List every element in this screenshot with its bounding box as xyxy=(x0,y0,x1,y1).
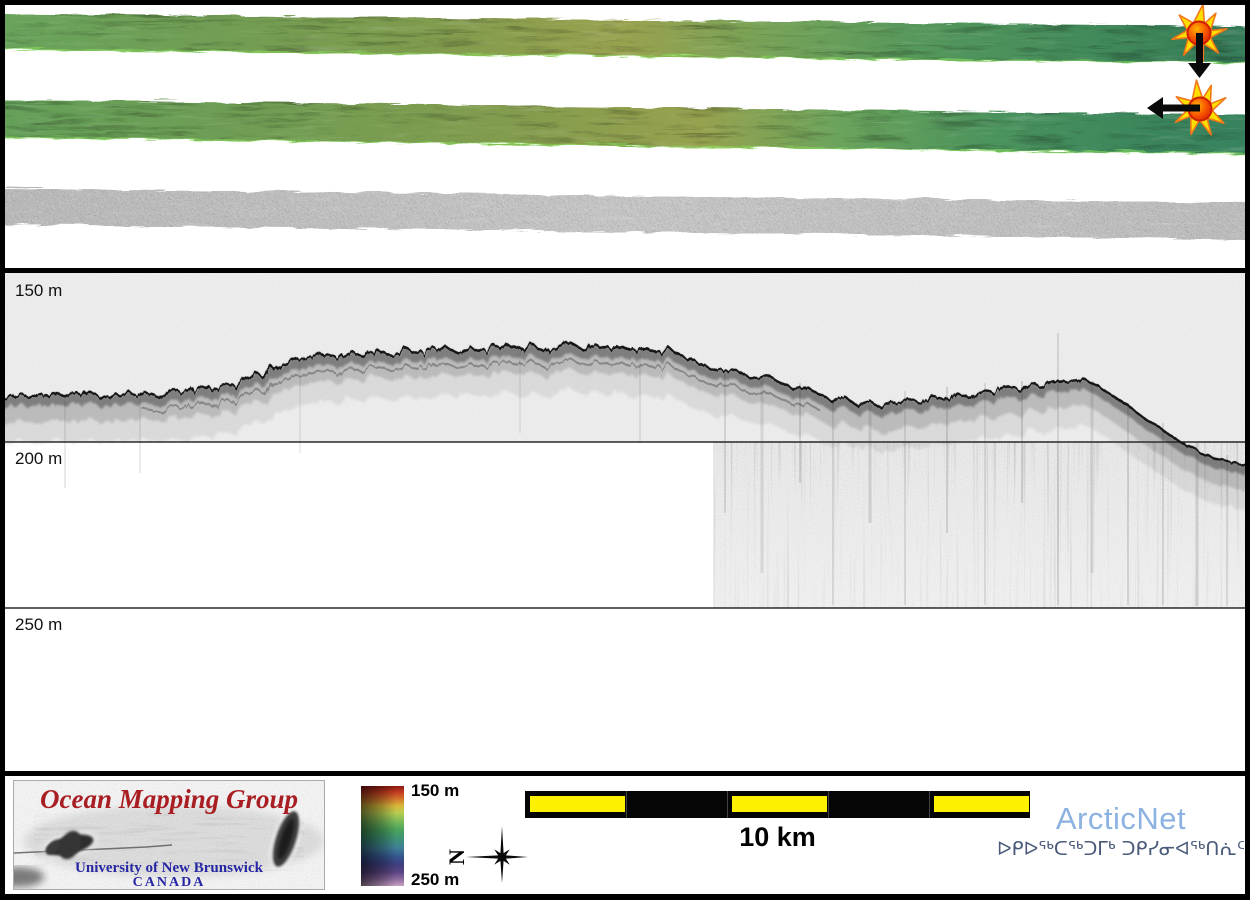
down-arrow-icon xyxy=(1188,33,1211,78)
omg-country: CANADA xyxy=(132,875,206,890)
depth-label-200m: 200 m xyxy=(15,449,63,468)
subbottom-profile xyxy=(5,273,1245,771)
scale-bar-label: 10 km xyxy=(739,822,816,852)
depth-colorbar xyxy=(361,786,404,886)
swath-canvas xyxy=(5,5,1245,238)
scale-bar-segment xyxy=(934,796,1029,812)
arcticnet-logo: ArcticNet ᐅᑭᐅᖅᑕᖅᑐᒥᒃ ᑐᑭᓯᓂᐊᖅᑎᕇᑦ xyxy=(990,802,1245,860)
colorbar-top-label: 150 m xyxy=(411,781,460,800)
shadow-shape xyxy=(14,867,44,887)
multibeam-swath-1 xyxy=(5,12,1245,63)
shot-marker-2 xyxy=(1147,75,1232,140)
depth-label-250m: 250 m xyxy=(15,615,63,634)
omg-logo: Ocean Mapping Group University of New Br… xyxy=(13,780,325,890)
seismic-panel: 150 m 200 m 250 m xyxy=(5,273,1245,771)
panel-divider xyxy=(0,268,1250,273)
wreck-shape-right xyxy=(271,809,301,869)
scale-bar-segment xyxy=(530,796,625,812)
panel-divider xyxy=(0,771,1250,776)
swath-panel xyxy=(5,5,1245,268)
omg-title: Ocean Mapping Group xyxy=(39,784,299,814)
scale-bar-segment xyxy=(732,796,827,812)
footer-panel: Ocean Mapping Group University of New Br… xyxy=(5,776,1245,894)
scale-bar xyxy=(525,791,1030,818)
multibeam-swath-2 xyxy=(5,98,1245,154)
seabed-subbottom-fuzz xyxy=(5,340,1245,509)
north-label: N xyxy=(443,849,469,865)
seabed-trace xyxy=(5,338,1245,465)
compass-star-icon xyxy=(466,826,528,883)
shot-marker-1 xyxy=(1168,5,1231,78)
left-arrow-icon xyxy=(1147,97,1200,119)
omg-university: University of New Brunswick xyxy=(75,860,263,876)
arcticnet-name: ArcticNet xyxy=(1055,801,1187,836)
wreck-shape-left xyxy=(43,830,97,860)
sidescan-swath xyxy=(5,187,1245,238)
colorbar-bottom-label: 250 m xyxy=(411,870,460,889)
omg-logo-background xyxy=(14,781,324,889)
depth-label-150m: 150 m xyxy=(15,281,63,300)
arcticnet-inuktitut: ᐅᑭᐅᖅᑕᖅᑐᒥᒃ ᑐᑭᓯᓂᐊᖅᑎᕇᑦ xyxy=(997,838,1245,860)
